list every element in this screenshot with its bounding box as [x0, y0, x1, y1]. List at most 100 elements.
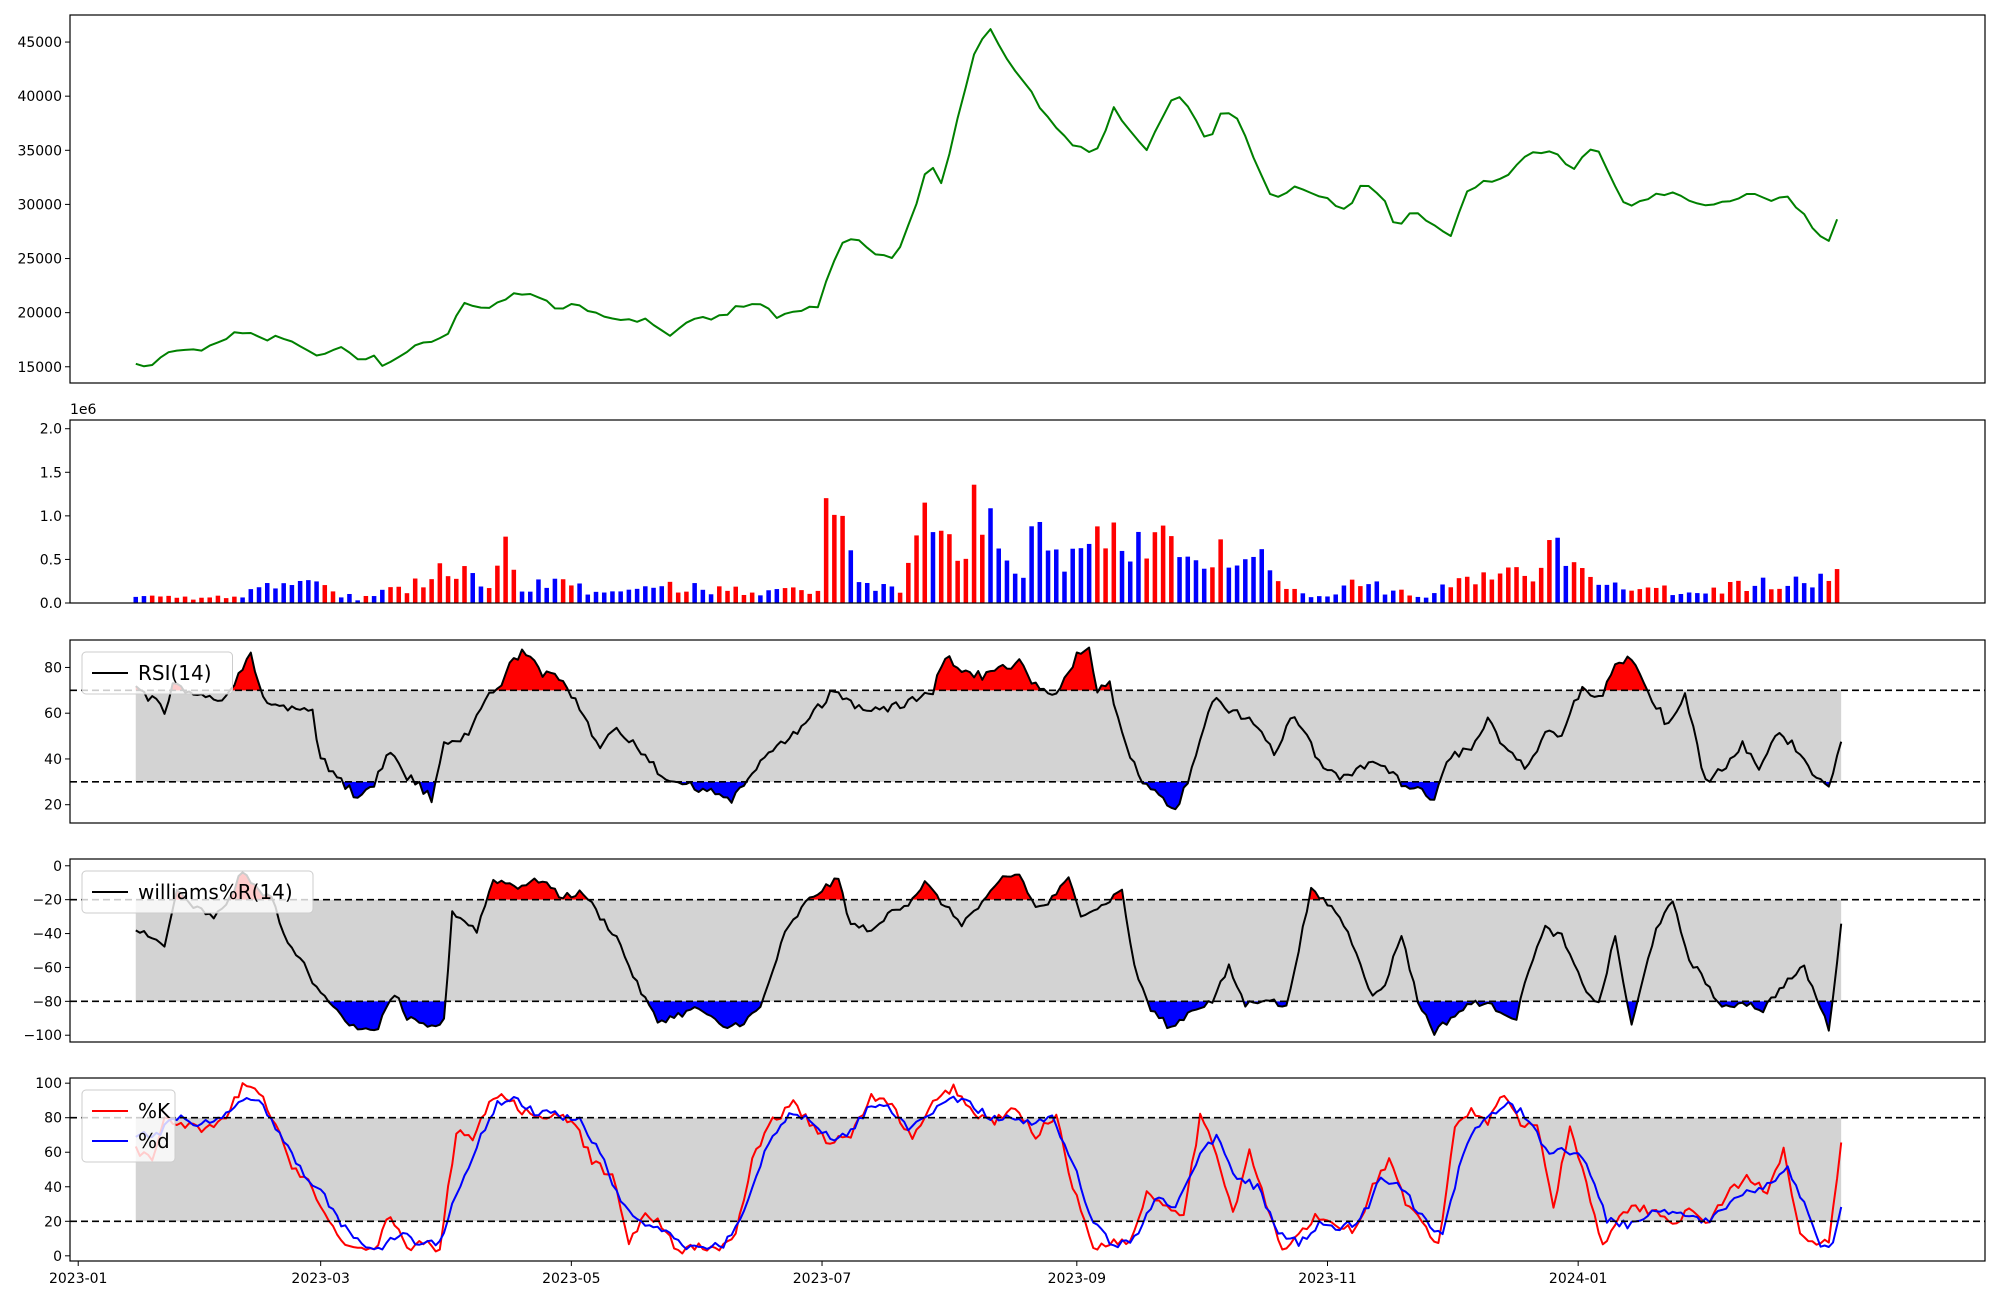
price-axes-frame — [69, 14, 1986, 384]
volume-scale-label: 1e6 — [70, 402, 97, 418]
volume-bar — [1777, 588, 1782, 603]
volume-bar — [1201, 568, 1207, 603]
price-line — [135, 28, 1839, 368]
volume-bar — [1095, 526, 1100, 603]
volume-ytick-label: 1.5 — [40, 465, 62, 481]
rsi-legend-label: RSI(14) — [138, 661, 212, 685]
volume-bar — [1653, 587, 1659, 603]
volume-bar — [684, 591, 689, 603]
volume-bar — [634, 588, 640, 603]
volume-bar — [1193, 560, 1199, 603]
volume-bar — [215, 595, 221, 603]
volume-bar — [856, 582, 862, 603]
volume-bar — [659, 586, 665, 603]
volume-bar — [371, 596, 377, 603]
williams-oversold-fill — [1626, 1001, 1638, 1025]
volume-bar — [1703, 593, 1708, 603]
volume-bar — [1177, 557, 1182, 603]
stochastic-legend-label: %d — [138, 1129, 170, 1153]
volume-bar — [1818, 573, 1823, 603]
volume-bar — [1399, 589, 1404, 603]
volume-bar — [1333, 594, 1338, 603]
williams-overbought-fill — [983, 874, 1032, 900]
volume-bar — [347, 593, 352, 603]
williams-oversold-fill — [328, 1001, 390, 1031]
rsi-oversold-fill — [342, 781, 376, 798]
stochastic-ytick-label: 40 — [44, 1180, 62, 1196]
volume-bar — [1317, 596, 1322, 603]
williams-oversold-fill — [1147, 1001, 1209, 1029]
volume-bar — [1538, 567, 1544, 603]
rsi-ytick-label: 20 — [44, 798, 62, 814]
volume-bar — [182, 596, 188, 603]
volume-bar — [495, 565, 500, 603]
volume-bar — [1341, 585, 1347, 603]
volume-bar — [429, 579, 434, 603]
volume-bar — [1580, 568, 1585, 603]
volume-bar — [1292, 588, 1297, 603]
volume-bar — [1251, 556, 1256, 603]
volume-bar — [1160, 525, 1166, 603]
volume-bar — [396, 586, 402, 603]
stochastic-ytick-label: 80 — [44, 1111, 62, 1127]
volume-bar — [675, 592, 681, 603]
williams-overbought-fill — [1111, 889, 1124, 900]
volume-bar — [971, 484, 977, 603]
volume-bar — [601, 592, 607, 603]
volume-bar — [1662, 585, 1667, 603]
volume-bar — [692, 583, 697, 603]
volume-bar — [947, 534, 952, 603]
volume-bar — [232, 596, 237, 603]
volume-bar — [930, 532, 936, 603]
volume-bar — [297, 580, 303, 603]
volume-bar — [1506, 567, 1511, 603]
stochastic-panel: 0 20 40 60 80 100 %K %d 2023-01 2023-03 2023-05 202… — [35, 1076, 1986, 1287]
williams-ytick-label: −20 — [32, 893, 62, 909]
volume-bar — [938, 530, 944, 603]
volume-bar — [1555, 537, 1560, 603]
volume-bar — [1432, 593, 1437, 603]
rsi-overbought-fill — [1058, 647, 1097, 691]
williams-legend-box — [81, 870, 314, 914]
volume-bar — [1382, 594, 1388, 603]
volume-bar — [1325, 596, 1330, 603]
volume-bar — [1604, 584, 1610, 603]
volume-bar — [1308, 597, 1314, 603]
volume-bar — [281, 583, 286, 603]
volume-bar — [1152, 532, 1158, 603]
volume-bar — [1054, 549, 1059, 603]
volume-bar — [486, 588, 492, 603]
volume-bar — [897, 592, 903, 603]
volume-bar — [1012, 573, 1018, 603]
volume-ytick-label: 0.0 — [40, 596, 62, 612]
williams-oversold-fill — [1475, 1001, 1521, 1020]
volume-bar — [1464, 576, 1470, 603]
williams-oversold-fill — [647, 1001, 763, 1028]
volume-bar — [922, 502, 928, 603]
volume-bar — [1284, 588, 1289, 603]
volume-bar — [1029, 526, 1034, 603]
volume-bar — [1473, 584, 1478, 603]
price-ytick-label: 20000 — [17, 306, 62, 322]
x-tick-label: 2023-05 — [542, 1271, 601, 1287]
williams-ytick-label: −40 — [32, 927, 62, 943]
rsi-axes-frame — [69, 639, 1986, 824]
volume-bar — [1037, 521, 1043, 603]
volume-bar — [412, 578, 418, 603]
volume-bar — [511, 569, 517, 603]
volume-bar — [955, 560, 960, 603]
volume-bar — [536, 579, 541, 603]
williams-oversold-fill — [1717, 1001, 1769, 1013]
rsi-overbought-fill — [933, 656, 1046, 691]
volume-bar — [338, 597, 344, 603]
price-ytick-label: 30000 — [17, 197, 62, 213]
volume-bar — [651, 587, 656, 603]
williams-ytick-label: −100 — [24, 1028, 62, 1044]
volume-bar — [363, 595, 369, 603]
volume-bar — [1062, 571, 1067, 603]
chart-panels: 150002000025000300003500040000450000.00.… — [17, 14, 1986, 1287]
rsi-oversold-fill — [1399, 781, 1440, 800]
stochastic-legend-label: %K — [138, 1099, 171, 1123]
volume-bar — [963, 558, 969, 603]
williams-oversold-fill — [399, 1001, 446, 1027]
